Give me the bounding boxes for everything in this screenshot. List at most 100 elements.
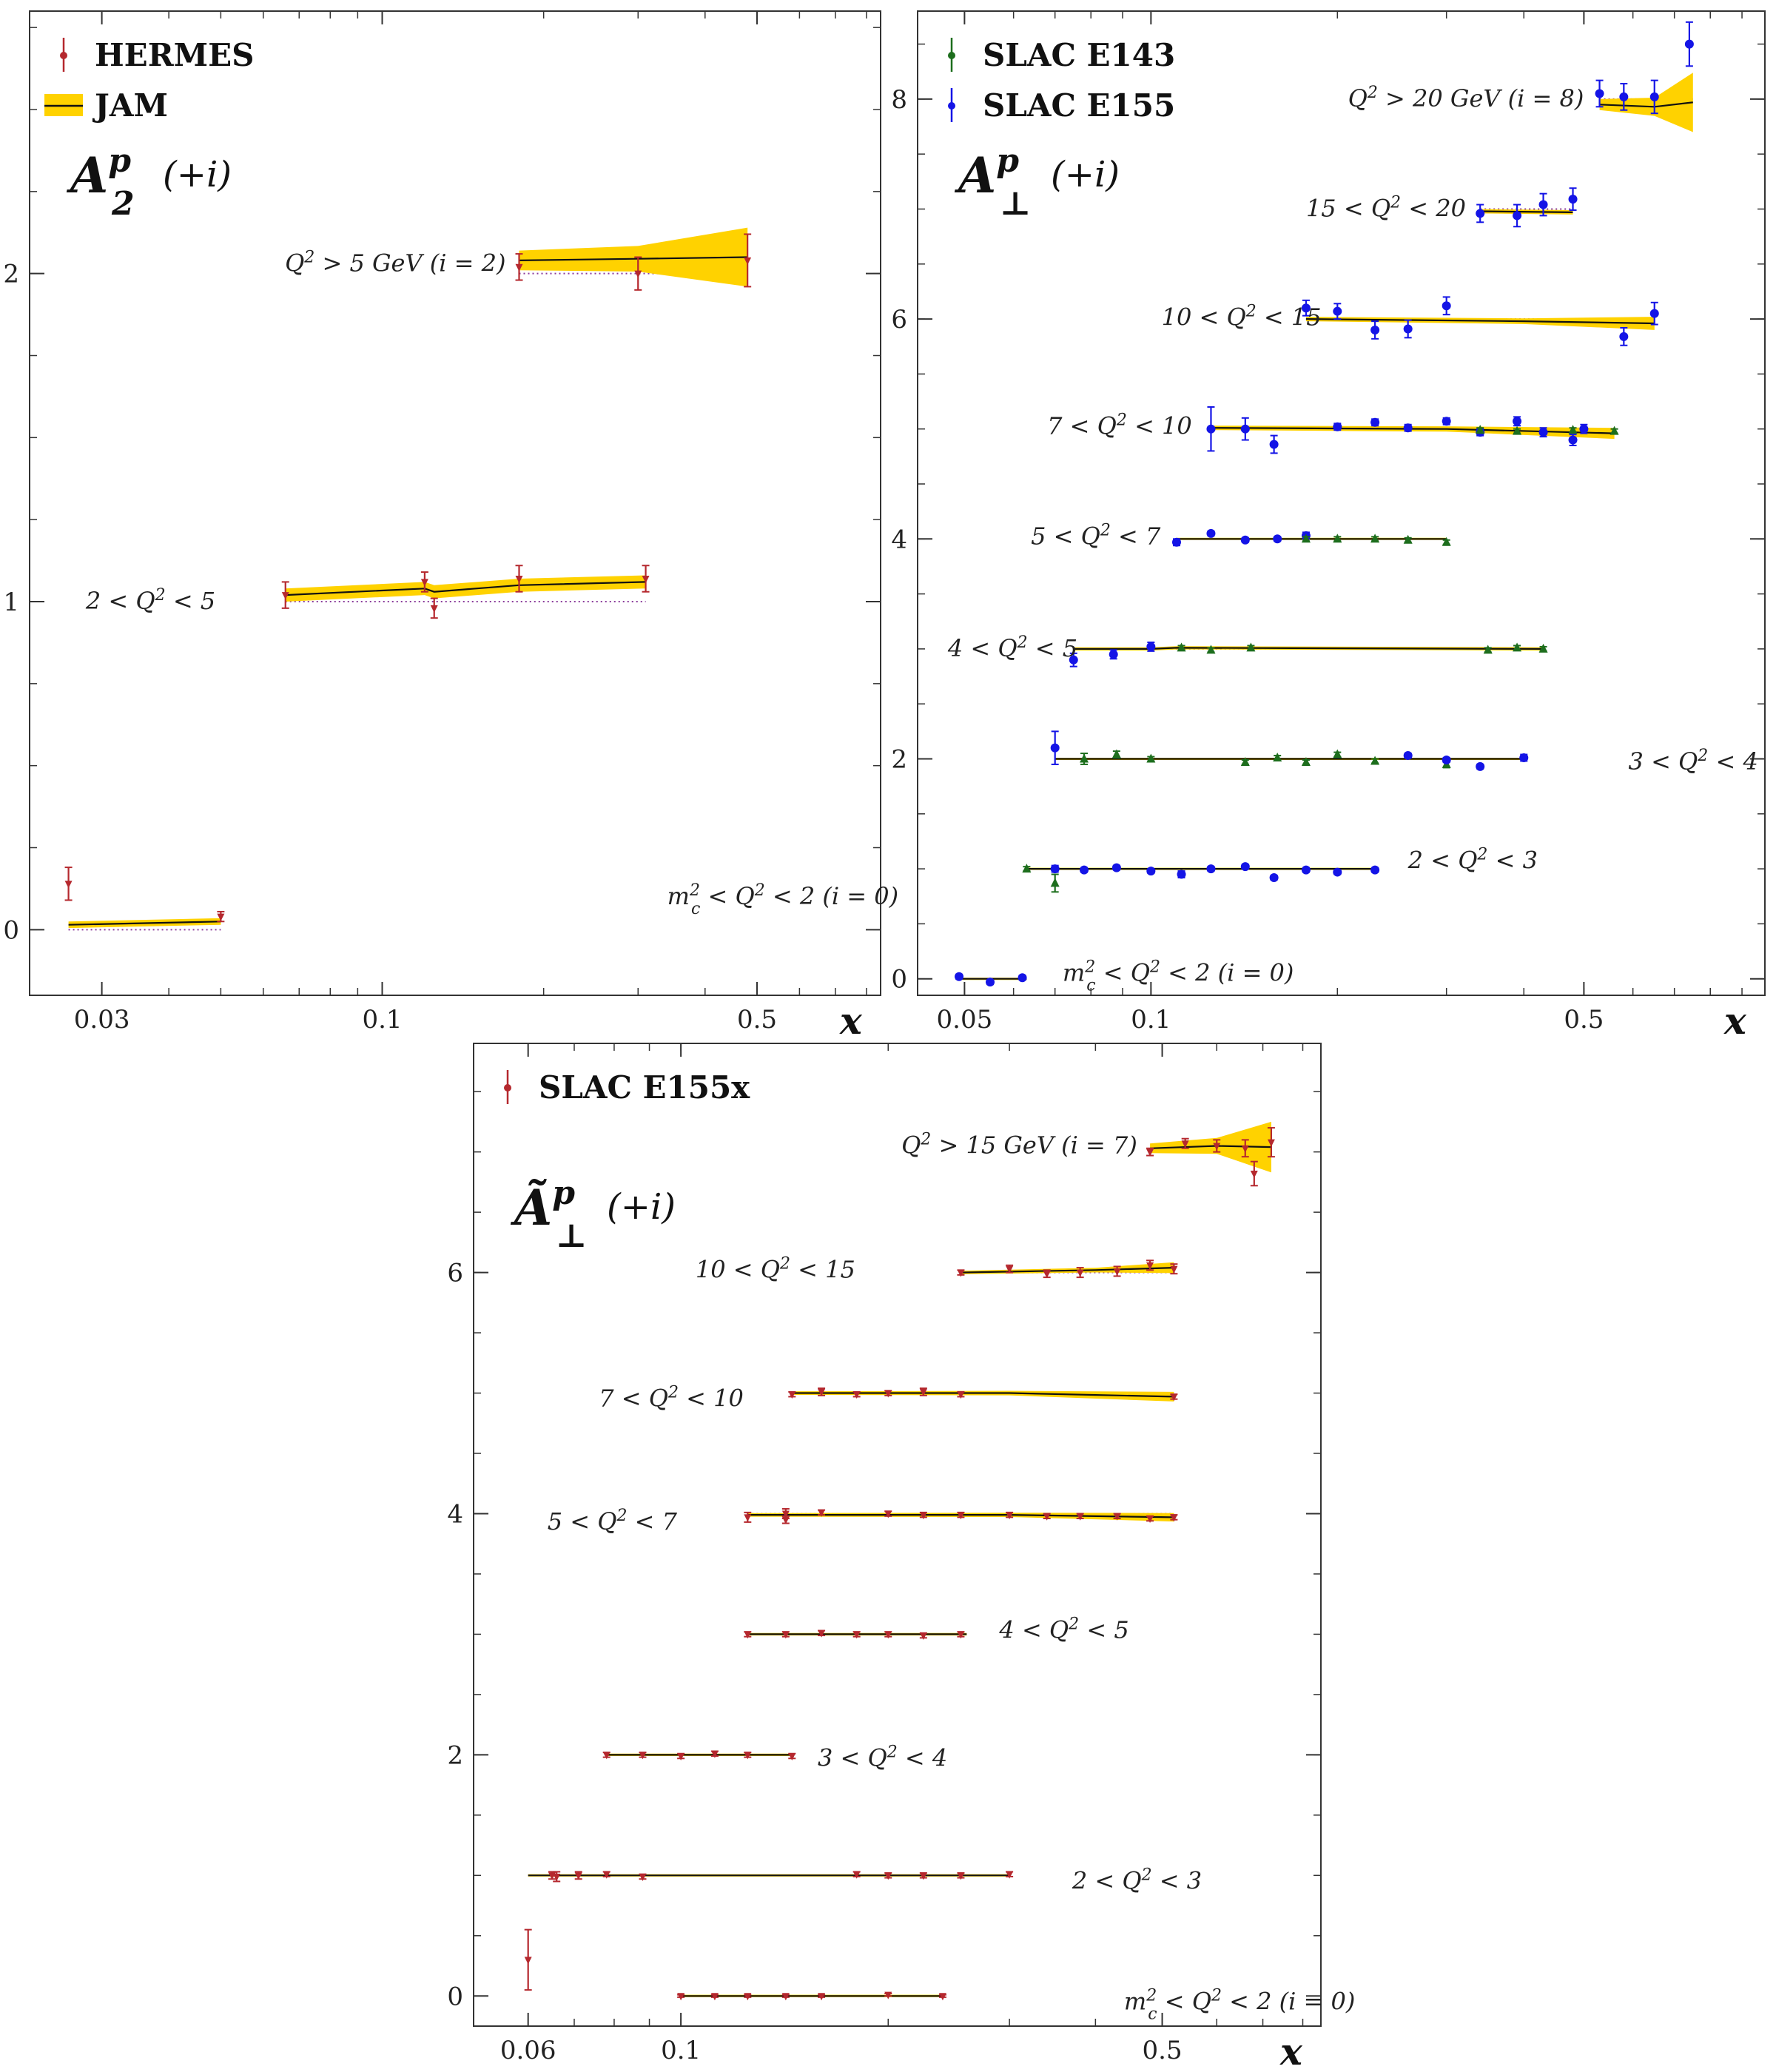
data-point (1403, 534, 1413, 544)
data-point (986, 978, 995, 987)
data-point (1069, 655, 1078, 665)
data-point (818, 1509, 826, 1517)
data-point (1113, 1513, 1121, 1521)
series-group-i-3: 4 < Q2 < 5 (744, 1615, 1129, 1644)
q2-bin-label: 7 < Q2 < 10 (1047, 411, 1192, 440)
y-tick-label: 2 (891, 745, 907, 775)
series-group-i-1: 2 < Q2 < 3 (1022, 845, 1538, 893)
data-point (1649, 92, 1659, 101)
x-tick-label: 0.5 (1143, 2036, 1183, 2065)
data-point (884, 1631, 892, 1639)
data-point (1476, 425, 1485, 434)
series-group-i-2: 3 < Q2 < 4 (602, 1743, 947, 1772)
q2-bin-label: m2 c < Q2 < 2 (i = 0) (1124, 1986, 1355, 2023)
q2-bin-label: Q2 > 15 GeV (i = 7) (901, 1130, 1137, 1160)
x-tick-label: 0.5 (737, 1005, 777, 1035)
data-point (1568, 435, 1578, 445)
data-point (781, 1631, 790, 1639)
data-point (1513, 642, 1522, 652)
series-group-i-5: 7 < Q2 < 10 (1047, 406, 1619, 454)
data-point (1146, 1148, 1154, 1157)
panel-A2p: 0.03 0.1 0.5 0 1 2 x m2 c < Q2 < 2 (i = 0) 2 < Q2… (3, 10, 898, 1043)
fit-line (792, 1392, 1174, 1398)
series-group-i-6: 10 < Q2 < 15 (696, 1254, 1178, 1283)
data-point (1170, 1393, 1178, 1402)
fit-line (285, 581, 646, 596)
data-point (602, 1871, 610, 1879)
y-tick-label: 4 (891, 525, 907, 554)
data-point (1442, 536, 1451, 546)
q2-bin-label: 10 < Q2 < 15 (1162, 302, 1322, 332)
legend-label: HERMES (95, 37, 254, 73)
data-point (1022, 864, 1032, 873)
series-group-i-3: 4 < Q2 < 5 (947, 633, 1548, 667)
series-group-i-5: 7 < Q2 < 10 (599, 1383, 1178, 1413)
data-point (938, 1993, 946, 2001)
data-point (64, 881, 73, 889)
data-point (1519, 753, 1529, 763)
legend-marker-swatch (948, 52, 955, 59)
data-point (1568, 425, 1578, 434)
data-point (1170, 1514, 1178, 1522)
q2-bin-label: 3 < Q2 < 4 (818, 1743, 947, 1772)
x-axis-label: x (1279, 2030, 1303, 2072)
data-point (1649, 309, 1659, 318)
data-point (781, 1516, 790, 1524)
data-point (884, 1510, 892, 1518)
data-point (884, 1991, 892, 1999)
data-point (1403, 751, 1413, 761)
panel-title-suffix: (+i) (1051, 154, 1120, 195)
x-tick-label: 0.5 (1564, 1005, 1604, 1035)
legend-marker-swatch (504, 1084, 511, 1092)
data-point (1050, 878, 1060, 887)
q2-bin-label: 4 < Q2 < 5 (998, 1615, 1128, 1644)
q2-bin-label: 3 < Q2 < 4 (1629, 746, 1758, 776)
uncertainty-band (1599, 73, 1693, 132)
x-tick-label: 0.1 (362, 1005, 402, 1035)
q2-bin-label: 4 < Q2 < 5 (947, 633, 1077, 662)
data-point (919, 1632, 927, 1641)
data-point (852, 1871, 861, 1879)
q2-bin-label: Q2 > 20 GeV (i = 8) (1348, 83, 1584, 112)
plot-frame (29, 10, 881, 996)
data-point (1006, 1512, 1014, 1520)
data-point (957, 1872, 965, 1880)
x-tick-label: 0.1 (661, 2036, 701, 2065)
data-point (1213, 1143, 1221, 1151)
data-point (1146, 642, 1156, 651)
panel-title: Ap ⊥ (954, 142, 1031, 223)
data-point (1177, 870, 1186, 879)
data-point (217, 913, 225, 921)
y-tick-label: 2 (3, 260, 19, 289)
data-point (1146, 867, 1156, 876)
uncertainty-band (1150, 1121, 1271, 1173)
data-point (788, 1391, 796, 1399)
q2-bin-label: 2 < Q2 < 3 (1072, 1866, 1202, 1895)
y-tick-label: 1 (3, 588, 19, 617)
data-point (1301, 534, 1311, 543)
x-axis-label: x (1723, 999, 1747, 1043)
data-point (957, 1631, 965, 1639)
data-point (884, 1872, 892, 1880)
data-point (1076, 1269, 1084, 1277)
data-point (744, 1993, 752, 2001)
data-point (515, 263, 523, 272)
data-point (1250, 1170, 1258, 1178)
panel-title-suffix: (+i) (607, 1186, 676, 1228)
x-tick-label: 0.03 (74, 1005, 130, 1035)
data-point (1113, 1268, 1121, 1276)
data-point (1403, 324, 1413, 334)
data-point (818, 1993, 826, 2001)
data-point (1370, 756, 1380, 765)
data-point (634, 270, 642, 278)
data-point (1579, 424, 1589, 434)
data-point (1006, 1265, 1014, 1274)
data-point (677, 1753, 685, 1761)
data-point (1442, 417, 1451, 426)
data-point (1301, 865, 1311, 875)
data-point (1080, 865, 1089, 875)
data-point (955, 972, 964, 981)
y-tick-label: 6 (447, 1259, 463, 1288)
panel-title: Ãp ⊥ (510, 1174, 587, 1255)
x-tick-label: 0.1 (1131, 1005, 1171, 1035)
